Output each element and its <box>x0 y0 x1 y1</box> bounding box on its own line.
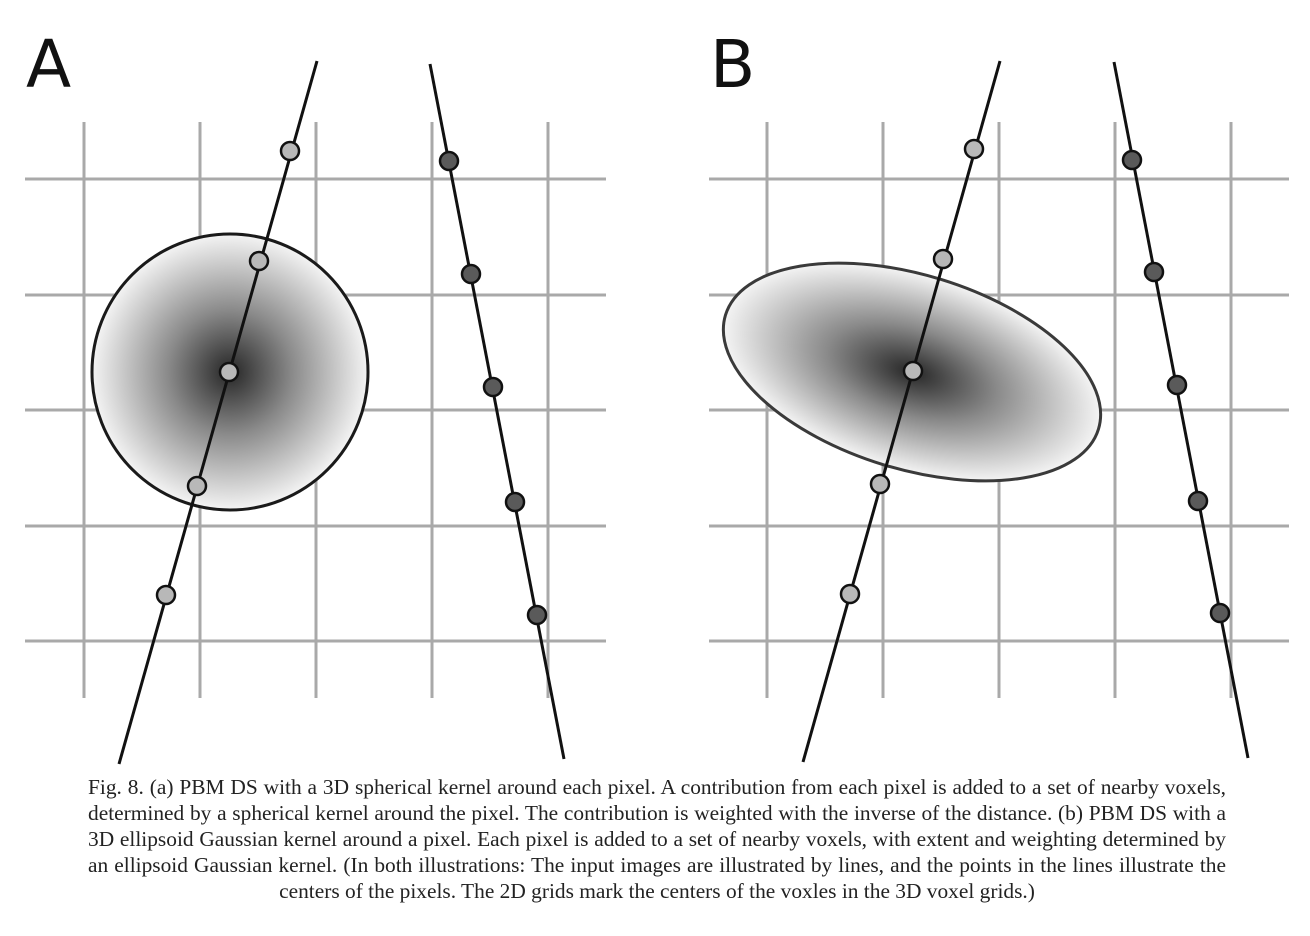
pixel-center-point <box>155 584 177 606</box>
figure-caption: Fig. 8. (a) PBM DS with a 3D spherical k… <box>88 775 1226 903</box>
image-line-2-b <box>1112 61 1250 759</box>
pixel-centers-line-1-b <box>839 138 985 605</box>
pixel-center-point <box>1143 261 1165 283</box>
pixel-center-point <box>482 376 504 398</box>
pixel-center-point <box>460 263 482 285</box>
panel-b-label: B <box>710 26 756 103</box>
pixel-center-point <box>839 583 861 605</box>
pixel-centers-line-2-b <box>1121 149 1231 624</box>
image-line-2-a <box>428 63 566 760</box>
pixel-center-point <box>1166 374 1188 396</box>
voxel-grid-b <box>709 122 1289 698</box>
pixel-center-point <box>1121 149 1143 171</box>
pixel-centers-line-1-a <box>155 140 301 606</box>
pixel-center-point <box>218 361 240 383</box>
pixel-center-point <box>1187 490 1209 512</box>
pixel-center-point <box>526 604 548 626</box>
panel-a <box>25 60 606 765</box>
pixel-centers-line-2-a <box>438 150 548 626</box>
panel-a-label: A <box>26 26 72 103</box>
panel-b <box>709 60 1289 763</box>
pixel-center-point <box>248 250 270 272</box>
pixel-center-point <box>1209 602 1231 624</box>
image-line-1-b <box>801 60 1002 763</box>
pixel-center-point <box>932 248 954 270</box>
pixel-center-point <box>963 138 985 160</box>
pixel-center-point <box>902 360 924 382</box>
image-line-1-a <box>117 60 319 765</box>
figure-diagram <box>25 60 1289 765</box>
pixel-center-point <box>438 150 460 172</box>
pixel-center-point <box>504 491 526 513</box>
pixel-center-point <box>869 473 891 495</box>
pixel-center-point <box>186 475 208 497</box>
pixel-center-point <box>279 140 301 162</box>
